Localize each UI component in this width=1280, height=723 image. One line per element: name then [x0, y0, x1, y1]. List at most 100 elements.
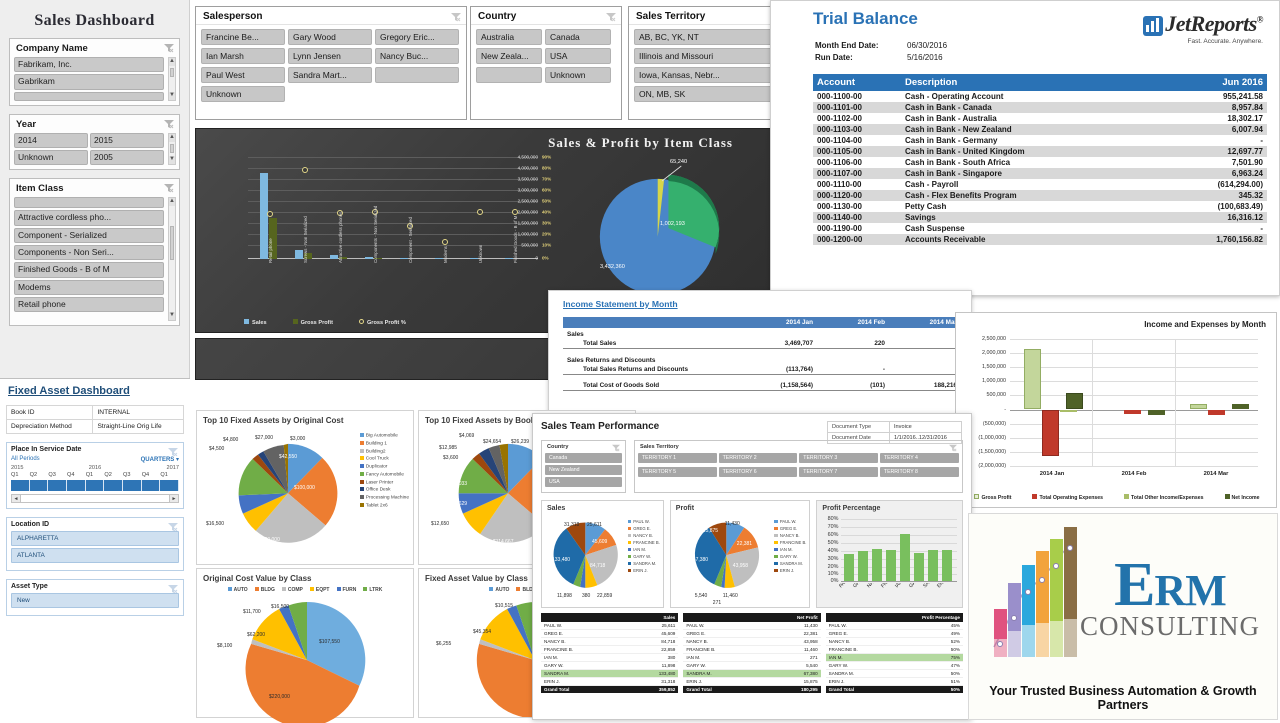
slicer-item[interactable]: TERRITORY 1 [638, 453, 717, 463]
slicer-item[interactable]: 2015 [90, 132, 164, 149]
timeline-quarter[interactable]: Q4 [141, 472, 150, 478]
timeline-selection-bar[interactable] [11, 480, 180, 491]
timeline-bar-segment[interactable] [104, 480, 124, 491]
timeline-granularity-dropdown[interactable]: QUARTERS ▾ [141, 456, 179, 463]
slicer-item[interactable]: Australia [476, 29, 542, 45]
timeline-scrollbar[interactable]: ◄ ► [11, 494, 179, 503]
slicer-item[interactable]: Illinois and Missouri [634, 48, 778, 64]
slicer-item[interactable]: AB, BC, YK, NT [634, 29, 778, 45]
timeline-bar-segment[interactable] [160, 480, 180, 491]
slicer-item[interactable]: Modems [14, 279, 164, 296]
slicer-item-class[interactable]: Item Class Attractive cordless pho... Co… [9, 178, 180, 327]
scroll-down-icon[interactable]: ▼ [169, 312, 175, 321]
slicer-country-stp[interactable]: Country Canada New Zealand USA [541, 440, 626, 493]
slicer-item[interactable]: 2005 [90, 150, 164, 166]
slicer-item[interactable]: Paul West [201, 67, 285, 83]
slicer-item[interactable]: TERRITORY 4 [879, 453, 959, 463]
slicer-item[interactable]: USA [545, 477, 622, 487]
slicer-item[interactable]: Canada [545, 453, 622, 463]
slicer-item[interactable]: Canada [545, 29, 611, 45]
timeline-bar-segment[interactable] [141, 480, 161, 491]
slicer-company-name[interactable]: Company Name Fabrikam, Inc. Gabrikam ▲ ▼ [9, 38, 180, 106]
filter-clear-icon[interactable] [164, 43, 174, 53]
scroll-up-icon[interactable]: ▲ [169, 58, 175, 66]
slicer-item[interactable]: Unknown [545, 67, 611, 83]
timeline-bar-segment[interactable] [67, 480, 86, 491]
timeline-quarter[interactable]: Q2 [104, 472, 112, 478]
slicer-sales-territory-stp[interactable]: Sales Territory TERRITORY 1 TERRITORY 2 … [634, 440, 963, 493]
slicer-item[interactable]: TERRITORY 5 [638, 467, 717, 477]
filter-clear-icon[interactable] [612, 444, 620, 452]
slicer-item[interactable]: TERRITORY 6 [718, 467, 798, 477]
slicer-item[interactable]: TERRITORY 2 [718, 453, 798, 463]
filter-clear-icon[interactable] [164, 183, 174, 193]
slicer-item[interactable]: ATLANTA [11, 548, 179, 563]
slicer-item[interactable]: New Zeala... [476, 48, 542, 64]
slicer-location-id[interactable]: Location ID ALPHARETTA ATLANTA [6, 517, 184, 571]
slicer-year[interactable]: Year 2014 2015 Unknown 2005 ▲ ▼ [9, 113, 180, 171]
scroll-down-icon[interactable]: ▼ [169, 156, 175, 165]
slicer-item[interactable] [14, 91, 164, 101]
slicer-item[interactable]: Finished Goods - B of M [14, 262, 164, 278]
slicer-item[interactable]: Gabrikam [14, 74, 164, 90]
timeline-bar-segment[interactable] [85, 480, 105, 491]
slicer-asset-type[interactable]: Asset Type New [6, 579, 184, 616]
filter-clear-icon[interactable] [168, 522, 178, 532]
slicer-panel-sales-territory[interactable]: Sales Territory AB, BC, YK, NT Illinois … [628, 6, 788, 120]
slicer-item[interactable] [14, 197, 164, 209]
slicer-item[interactable]: Sandra Mart... [288, 67, 372, 83]
scroll-up-icon[interactable]: ▲ [169, 133, 175, 142]
filter-clear-icon[interactable] [451, 12, 461, 22]
slicer-item[interactable]: Attractive cordless pho... [14, 210, 164, 226]
slicer-item[interactable]: Unknown [201, 86, 285, 102]
timeline-place-in-service-date[interactable]: Place In Service Date All Periods QUARTE… [6, 442, 184, 509]
scroll-down-icon[interactable]: ▼ [169, 91, 175, 100]
slicer-scrollbar[interactable]: ▲ ▼ [168, 132, 176, 166]
timeline-quarter[interactable]: Q3 [48, 472, 56, 478]
scroll-up-icon[interactable]: ▲ [169, 198, 175, 207]
slicer-item[interactable]: Francine Be... [201, 29, 285, 45]
filter-clear-icon[interactable] [164, 119, 174, 129]
timeline-bar-segment[interactable] [29, 480, 49, 491]
slicer-item[interactable]: Components - Non Seri... [14, 245, 164, 261]
timeline-quarter[interactable]: Q1 [85, 472, 94, 478]
slicer-item[interactable] [375, 67, 459, 83]
timeline-bar-segment[interactable] [11, 480, 30, 491]
slicer-item[interactable]: Retail phone [14, 297, 164, 313]
scroll-right-icon[interactable]: ► [169, 495, 178, 502]
slicer-item[interactable]: Unknown [14, 150, 88, 166]
filter-value[interactable]: 1/1/2016..12/31/2016 [889, 432, 962, 444]
filter-clear-icon[interactable] [949, 444, 957, 452]
slicer-item[interactable]: USA [545, 48, 611, 64]
slicer-item[interactable]: New Zealand [545, 465, 622, 475]
slicer-item[interactable]: Gary Wood [288, 29, 372, 45]
timeline-quarter[interactable]: Q3 [123, 472, 131, 478]
timeline-bar-segment[interactable] [48, 480, 68, 491]
timeline-quarter[interactable]: Q4 [67, 472, 75, 478]
scroll-track[interactable] [21, 495, 169, 502]
slicer-item[interactable]: TERRITORY 3 [799, 453, 878, 463]
slicer-item[interactable]: ALPHARETTA [11, 531, 179, 546]
slicer-item[interactable]: ON, MB, SK [634, 86, 778, 102]
slicer-item[interactable]: Iowa, Kansas, Nebr... [634, 67, 778, 83]
slicer-item[interactable]: Fabrikam, Inc. [14, 57, 164, 73]
slicer-item[interactable] [476, 67, 542, 83]
slicer-item[interactable]: Component - Serialized [14, 227, 164, 244]
filter-clear-icon[interactable] [168, 447, 178, 457]
slicer-item[interactable]: TERRITORY 7 [799, 467, 878, 477]
slicer-item[interactable]: Gregory Eric... [375, 29, 459, 45]
chevron-down-icon[interactable]: ▾ [175, 457, 179, 463]
slicer-panel-country[interactable]: Country Australia Canada New Zeala... US… [470, 6, 622, 120]
timeline-bar-segment[interactable] [123, 480, 142, 491]
timeline-quarter[interactable]: Q1 [11, 472, 19, 478]
slicer-item[interactable]: Ian Marsh [201, 48, 285, 64]
timeline-quarter[interactable]: Q1 [160, 472, 168, 478]
scroll-thumb[interactable] [170, 226, 174, 261]
slicer-item[interactable]: New [11, 593, 179, 608]
filter-clear-icon[interactable] [606, 12, 616, 22]
slicer-scrollbar[interactable]: ▲ ▼ [168, 197, 176, 322]
scroll-thumb[interactable] [170, 68, 174, 77]
filter-clear-icon[interactable] [168, 584, 178, 594]
scroll-left-icon[interactable]: ◄ [12, 495, 21, 502]
slicer-item[interactable]: TERRITORY 8 [879, 467, 959, 477]
